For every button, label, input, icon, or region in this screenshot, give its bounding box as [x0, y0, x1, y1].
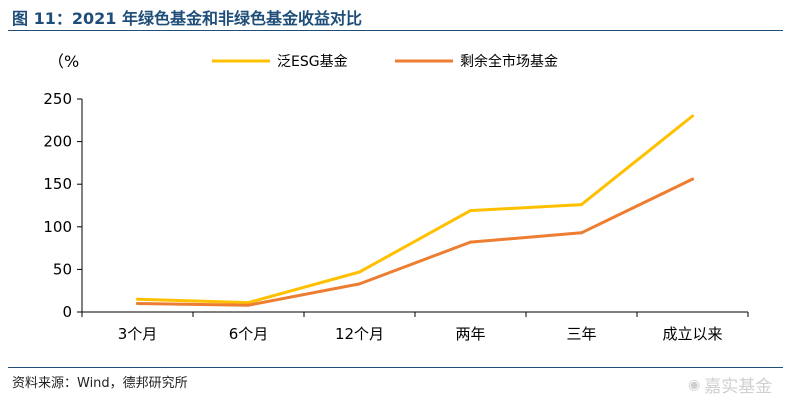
- axes: 0 50 100 150 200 250 3个月 6个月 12个月 两年 三年 成立以来: [43, 90, 749, 343]
- data-point: [247, 303, 250, 307]
- x-tick-label: 3个月: [118, 325, 158, 343]
- y-tick-label: 150: [43, 175, 72, 193]
- x-tick-label: 三年: [566, 325, 596, 343]
- y-tick-label: 0: [62, 303, 72, 321]
- series-line-esg: [136, 114, 694, 305]
- source-rule: [8, 367, 783, 368]
- data-point: [247, 301, 250, 305]
- watermark-text: 嘉实基金: [704, 377, 773, 397]
- x-tick-label: 成立以来: [662, 325, 722, 343]
- figure-title: 图 11：2021 年绿色基金和非绿色基金收益对比: [12, 9, 362, 28]
- data-point: [691, 177, 694, 181]
- x-tick-label: 6个月: [229, 325, 269, 343]
- legend: 泛ESG基金 剩余全市场基金: [212, 53, 558, 70]
- x-tick-label: 12个月: [335, 325, 384, 343]
- legend-label-rest: 剩余全市场基金: [460, 53, 558, 70]
- legend-label-esg: 泛ESG基金: [277, 53, 348, 70]
- data-point: [136, 301, 139, 305]
- source-note: 资料来源：Wind，德邦研究所: [12, 376, 188, 391]
- data-point: [358, 282, 361, 286]
- y-tick-label: 50: [53, 260, 72, 278]
- watermark: ◉ 嘉实基金: [688, 372, 773, 398]
- y-axis-label-group: （%: [48, 52, 79, 71]
- weibo-icon: ◉: [688, 376, 701, 393]
- data-point: [469, 209, 472, 213]
- line-chart: （% 泛ESG基金 剩余全市场基金 0 50 100 150 200 250 3个月 6个月 1…: [43, 52, 749, 343]
- y-tick-label: 100: [43, 218, 72, 236]
- data-point: [469, 240, 472, 244]
- title-rule: [8, 30, 783, 31]
- data-point: [691, 114, 694, 118]
- series-layer: [136, 114, 694, 307]
- data-point: [136, 297, 139, 301]
- data-point: [358, 270, 361, 274]
- series-line-rest: [136, 177, 694, 307]
- y-tick-label: 200: [43, 133, 72, 151]
- y-axis-label: （%: [48, 52, 79, 71]
- data-point: [580, 203, 583, 207]
- x-tick-label: 两年: [455, 325, 485, 343]
- data-point: [580, 231, 583, 235]
- y-tick-label: 250: [43, 90, 72, 108]
